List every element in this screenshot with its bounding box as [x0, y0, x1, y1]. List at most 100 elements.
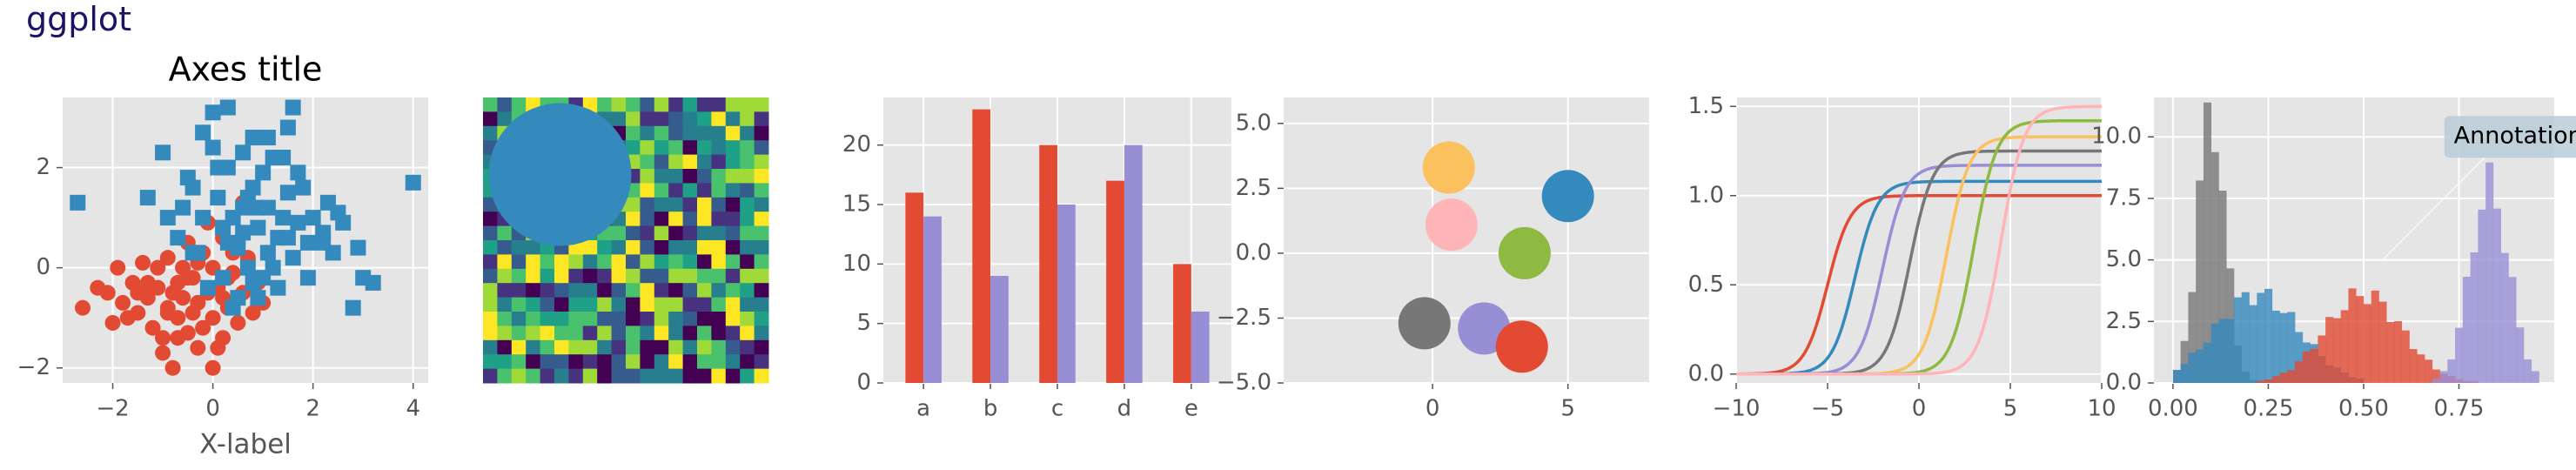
heatmap-cell	[697, 225, 712, 241]
heatmap-cell	[554, 283, 569, 299]
heatmap-cell	[483, 111, 498, 127]
heatmap-cell	[483, 326, 498, 341]
scatter1-point-circle	[110, 259, 126, 276]
hist-bin-series4	[2432, 379, 2440, 383]
heatmap-cell	[740, 97, 755, 112]
heatmap-cell	[582, 268, 598, 284]
hist-bin-series4	[2455, 327, 2464, 383]
heatmap-cell	[697, 326, 712, 341]
heatmap-cell	[740, 140, 755, 156]
panel-histograms: 0.00 0.25 0.50 0.75 0.0 2.5 5.0 7.5 10.0 Annotati…	[2091, 97, 2576, 422]
sigmoid-line-1	[1736, 194, 2102, 376]
heatmap-cell	[626, 225, 641, 241]
heatmap-cell	[597, 97, 613, 112]
heatmap-cell	[526, 368, 541, 384]
heatmap-cell	[597, 268, 613, 284]
hist-bin-series2	[2188, 352, 2197, 383]
heatmap-cell	[711, 326, 727, 341]
heatmap-cell	[497, 111, 513, 127]
hist-ytick-label: 0.0	[2106, 370, 2142, 396]
heatmap-cell	[626, 368, 641, 384]
heatmap-cell	[711, 169, 727, 184]
heatmap-cell	[654, 183, 669, 198]
hist-xtick-label: 0.75	[2434, 396, 2485, 422]
hist-bin-series4	[2447, 359, 2456, 383]
panel-sigmoid-lines: −10 −5 0 5 10 0.0 0.5 1.0 1.5	[1688, 93, 2116, 422]
figure-suptitle: ggplot	[26, 0, 132, 38]
circles-point	[1498, 226, 1551, 279]
hist-bin-series1	[2180, 340, 2189, 383]
hist-bin-series3	[2325, 317, 2334, 383]
heatmap-cell	[697, 212, 712, 227]
heatmap-cell	[697, 183, 712, 198]
panel-image-heatmap	[483, 97, 769, 384]
heatmap-cell	[626, 283, 641, 299]
heatmap-cell	[740, 283, 755, 299]
heatmap-cell	[526, 312, 541, 326]
hist-bin-series2	[2180, 364, 2189, 383]
scatter1-ytick-label: −2	[17, 354, 50, 380]
heatmap-cell	[640, 169, 655, 184]
hist-annotation-text: Annotation	[2454, 123, 2576, 150]
scatter1-xtick-label: 0	[205, 396, 220, 422]
heatmap-cell	[568, 312, 584, 326]
circles-xtick-label: 0	[1426, 396, 1440, 422]
hist-bin-series2	[2203, 342, 2212, 383]
heatmap-cell	[697, 240, 712, 255]
heatmap-cell	[568, 368, 584, 384]
heatmap-cell	[725, 140, 741, 156]
bar-c-series2	[1057, 205, 1076, 383]
scatter1-point-square	[285, 250, 301, 266]
heatmap-cell	[682, 326, 698, 341]
heatmap-overlay-circle	[488, 103, 632, 246]
hist-bin-series4	[2485, 162, 2494, 383]
heatmap-cell	[640, 240, 655, 255]
scatter1-point-square	[239, 259, 256, 276]
hist-bin-series3	[2394, 320, 2403, 383]
heatmap-cell	[526, 254, 541, 270]
heatmap-cell	[754, 339, 769, 355]
heatmap-cell	[554, 268, 569, 284]
heatmap-cell	[511, 283, 527, 299]
scatter1-title: Axes title	[169, 50, 323, 89]
scatter1-ytick-label: 2	[36, 154, 50, 180]
heatmap-cell	[740, 125, 755, 141]
heatmap-cell	[697, 254, 712, 270]
scatter1-point-circle	[135, 254, 151, 271]
scatter1-point-circle	[205, 310, 221, 326]
heatmap-cell	[711, 97, 727, 112]
heatmap-cell	[654, 225, 669, 241]
heatmap-cell	[640, 212, 655, 227]
heatmap-cell	[697, 354, 712, 370]
heatmap-cell	[725, 111, 741, 127]
sigmoid-xtick-label: 0	[1912, 396, 1927, 422]
hist-bin-series3	[2271, 376, 2280, 383]
heatmap-cell	[526, 283, 541, 299]
heatmap-cell	[611, 225, 627, 241]
heatmap-cell	[611, 283, 627, 299]
heatmap-cell	[740, 111, 755, 127]
heatmap-cell	[740, 354, 755, 370]
heatmap-cell	[483, 254, 498, 270]
heatmap-cell	[582, 240, 598, 255]
scatter1-xlabel: X-label	[199, 429, 292, 460]
heatmap-cell	[668, 312, 684, 326]
scatter1-point-square	[175, 199, 191, 216]
hist-bin-series2	[2287, 312, 2296, 383]
heatmap-cell	[668, 297, 684, 312]
heatmap-cell	[711, 154, 727, 170]
bar-e-series1	[1173, 264, 1191, 383]
bar-a-series1	[905, 192, 924, 383]
heatmap-cell	[611, 240, 627, 255]
heatmap-cell	[740, 312, 755, 326]
heatmap-cell	[697, 140, 712, 156]
scatter1-point-square	[250, 219, 266, 236]
heatmap-cell	[626, 312, 641, 326]
heatmap-cell	[540, 283, 555, 299]
heatmap-cell	[711, 197, 727, 212]
scatter1-point-circle	[195, 319, 211, 336]
scatter1-point-square	[245, 274, 261, 291]
sigmoid-line-7	[1736, 104, 2102, 376]
heatmap-cell	[725, 312, 741, 326]
